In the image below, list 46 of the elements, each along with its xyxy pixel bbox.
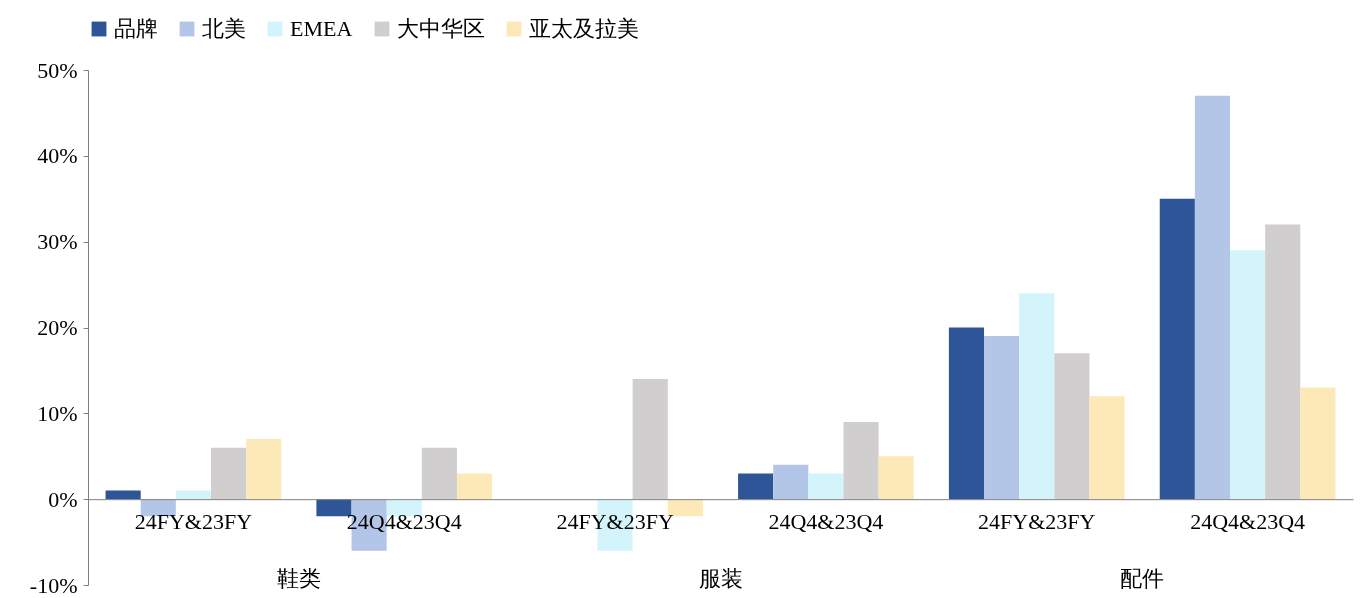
y-tick-label: 50% bbox=[37, 57, 78, 83]
legend-label: EMEA bbox=[290, 16, 353, 41]
bar bbox=[175, 490, 211, 500]
bar bbox=[316, 499, 352, 517]
bar bbox=[210, 447, 247, 500]
legend-label: 品牌 bbox=[114, 16, 158, 41]
x-tick-label: 24Q4&23Q4 bbox=[1190, 508, 1306, 534]
bar bbox=[421, 447, 457, 500]
bar bbox=[1300, 387, 1336, 500]
y-tick-label: 0% bbox=[48, 486, 78, 512]
legend-label: 亚太及拉美 bbox=[529, 16, 639, 41]
bar bbox=[1054, 353, 1090, 500]
annotation: 鞋类 bbox=[276, 566, 321, 591]
legend-label: 北美 bbox=[202, 16, 246, 41]
bar bbox=[1019, 293, 1055, 500]
bar bbox=[773, 464, 809, 500]
bar bbox=[667, 499, 703, 517]
y-tick-label: 40% bbox=[37, 143, 78, 169]
bar bbox=[246, 439, 282, 500]
bar bbox=[843, 421, 879, 500]
bar bbox=[878, 456, 914, 500]
bar bbox=[738, 473, 774, 500]
x-tick-label: 24Q4&23Q4 bbox=[346, 508, 462, 534]
bar bbox=[1265, 224, 1301, 500]
bar bbox=[808, 473, 844, 500]
x-tick-label: 24FY&23FY bbox=[978, 508, 1096, 534]
bar bbox=[386, 499, 422, 517]
legend-label: 大中华区 bbox=[397, 16, 485, 41]
bar bbox=[105, 490, 141, 500]
annotation: 配件 bbox=[1120, 566, 1165, 591]
x-tick-label: 24Q4&23Q4 bbox=[768, 508, 884, 534]
bar bbox=[1194, 95, 1231, 500]
bar bbox=[984, 336, 1020, 500]
bar bbox=[1089, 396, 1125, 500]
y-tick-label: 30% bbox=[37, 229, 78, 255]
x-tick-label: 24FY&23FY bbox=[556, 508, 674, 534]
bar bbox=[632, 379, 668, 500]
y-tick-label: -10% bbox=[29, 572, 78, 598]
bar bbox=[1159, 198, 1195, 500]
y-tick-label: 10% bbox=[37, 400, 78, 426]
bar bbox=[948, 327, 985, 500]
bar bbox=[456, 473, 493, 500]
annotation: 服装 bbox=[698, 566, 743, 591]
bar bbox=[1230, 250, 1266, 500]
x-tick-label: 24FY&23FY bbox=[134, 508, 253, 534]
y-tick-label: 20% bbox=[37, 315, 78, 340]
